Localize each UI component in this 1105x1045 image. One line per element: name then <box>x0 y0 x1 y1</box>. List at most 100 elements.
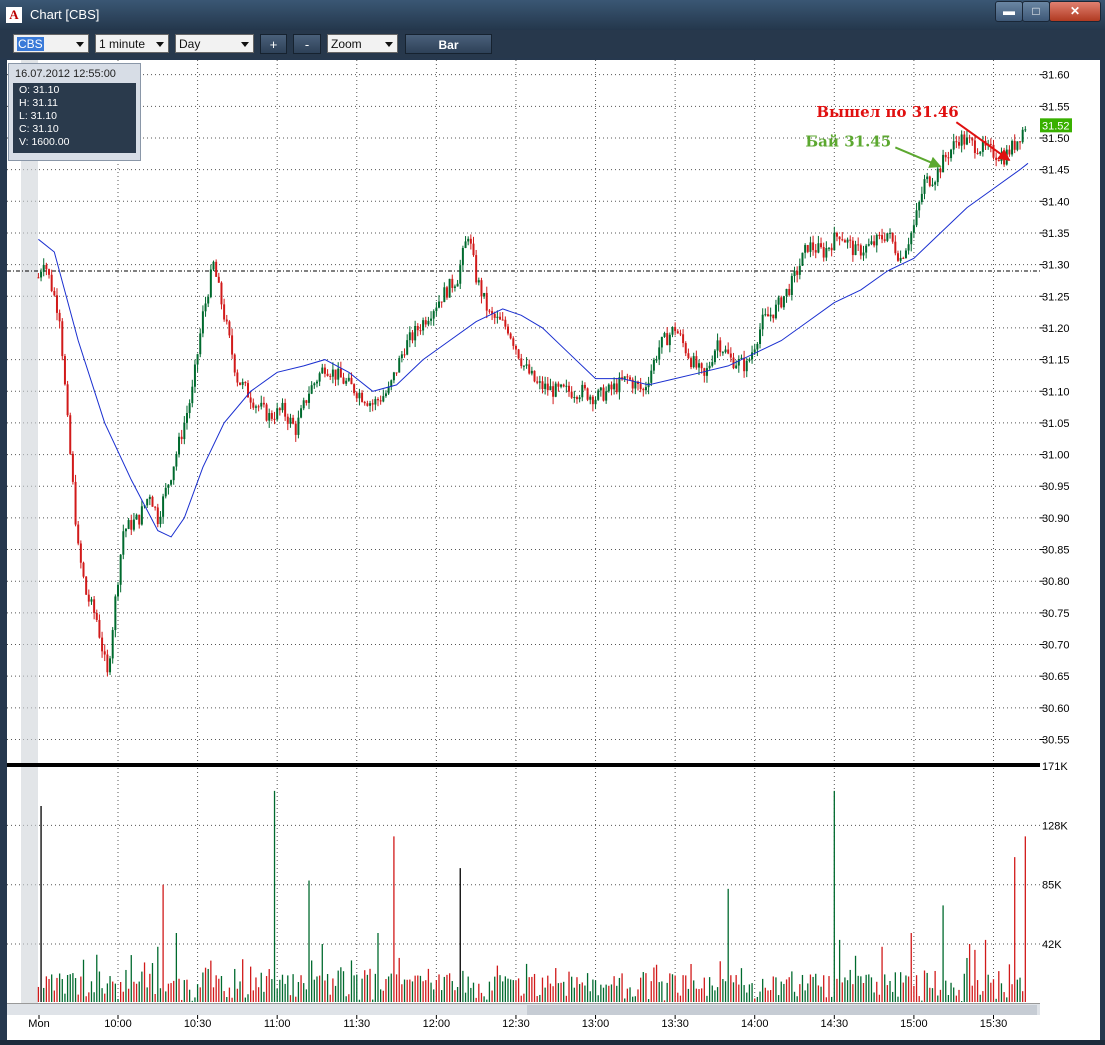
maximize-icon: □ <box>1032 4 1040 18</box>
volume-bars <box>37 790 1026 1002</box>
candle-body <box>270 413 273 419</box>
candle-body <box>544 383 547 390</box>
zoom-in-button[interactable]: + <box>260 34 287 54</box>
candle-body <box>963 134 966 145</box>
candle-body <box>164 487 167 497</box>
candle-body <box>122 531 125 555</box>
candle-body <box>1019 141 1022 143</box>
candle-body <box>475 255 478 283</box>
window-title: Chart [CBS] <box>30 7 100 22</box>
volume-value: V: 1600.00 <box>19 136 70 148</box>
interval-select[interactable]: 1 minute <box>95 34 169 53</box>
maximize-button[interactable]: □ <box>1022 1 1050 22</box>
candle-body <box>85 576 88 595</box>
candle-body <box>241 382 244 385</box>
candle-body <box>774 304 777 319</box>
close-button[interactable]: ✕ <box>1049 1 1101 22</box>
candle-body <box>679 333 682 335</box>
candle-body <box>310 385 313 394</box>
time-tick-label: Mon <box>28 1018 49 1030</box>
candle-body <box>45 264 48 270</box>
title-bar[interactable]: A Chart [CBS] ▬ □ ✕ <box>0 0 1105 30</box>
candle-body <box>944 154 947 158</box>
candle-body <box>695 356 698 368</box>
zoom-select[interactable]: Zoom <box>327 34 398 53</box>
candle-body <box>780 297 783 308</box>
candle-body <box>615 383 618 393</box>
time-tick-label: 12:00 <box>423 1018 451 1030</box>
candle-body <box>912 225 915 233</box>
candle-body <box>644 387 647 391</box>
candle-body <box>835 232 838 237</box>
candle-body <box>753 349 756 353</box>
candle-body <box>175 454 178 467</box>
candle-body <box>631 379 634 389</box>
price-volume-chart[interactable]: Бай 31.45 Вышел по 31.46 <box>7 60 1040 1003</box>
candle-body <box>692 356 695 368</box>
candle-body <box>233 354 236 373</box>
chevron-down-icon[interactable] <box>156 42 164 47</box>
last-price-label: 31.52 <box>1042 120 1070 132</box>
candle-body <box>40 271 43 278</box>
scroll-thumb[interactable] <box>527 1005 1037 1015</box>
price-tick-label: 31.30 <box>1042 260 1070 272</box>
candle-body <box>140 506 143 525</box>
chart-area[interactable]: Бай 31.45 Вышел по 31.46 <box>7 60 1040 1016</box>
candle-body <box>236 372 239 383</box>
time-tick-label: 11:00 <box>264 1018 291 1030</box>
candle-body <box>517 349 520 359</box>
candle-body <box>124 528 127 532</box>
candle-body <box>103 651 106 655</box>
candle-body <box>326 373 329 376</box>
candle-body <box>445 287 448 298</box>
zoom-out-button[interactable]: - <box>293 34 321 54</box>
candle-body <box>188 403 191 414</box>
candle-body <box>700 363 703 369</box>
candle-body <box>997 159 1000 162</box>
candle-body <box>472 243 475 256</box>
price-tick-label: 31.55 <box>1042 101 1070 113</box>
range-select[interactable]: Day <box>175 34 254 53</box>
price-axis[interactable]: 31.60 31.55 31.50 31.45 31.40 31.35 31.30 31.25… <box>1040 60 1100 1040</box>
candle-body <box>207 297 210 304</box>
chart-style-button[interactable]: Bar <box>405 34 492 54</box>
candle-body <box>300 408 303 418</box>
chevron-down-icon[interactable] <box>76 42 84 47</box>
candle-body <box>591 396 594 405</box>
candle-body <box>432 311 435 319</box>
candle-body <box>185 413 188 423</box>
candle-body <box>228 321 231 336</box>
candle-body <box>790 276 793 296</box>
candle-body <box>759 329 762 345</box>
candle-body <box>979 151 982 154</box>
volume-tick-label: 85K <box>1042 880 1062 892</box>
candle-body <box>488 310 491 312</box>
candle-body <box>721 352 724 354</box>
candle-body <box>151 496 154 507</box>
candle-body <box>162 496 165 517</box>
candle-body <box>334 369 337 380</box>
symbol-input[interactable]: CBS <box>13 34 89 53</box>
candle-body <box>292 417 295 424</box>
time-axis-svg: Mon 10:00 10:30 11:00 11:30 12:00 12:30 13:00 13… <box>28 1015 1007 1030</box>
candle-body <box>629 377 632 380</box>
candle-body <box>910 232 913 245</box>
candle-body <box>605 391 608 401</box>
candle-body <box>891 232 894 242</box>
candle-body <box>284 402 287 417</box>
candle-body <box>506 326 509 334</box>
chevron-down-icon[interactable] <box>241 42 249 47</box>
horizontal-scrollbar[interactable] <box>7 1003 1040 1016</box>
candle-body <box>231 335 234 355</box>
chevron-down-icon[interactable] <box>385 42 393 47</box>
candle-body <box>183 422 186 440</box>
candle-body <box>849 239 852 241</box>
candle-body <box>751 352 754 360</box>
candle-body <box>833 232 836 251</box>
minimize-button[interactable]: ▬ <box>995 1 1023 22</box>
candle-body <box>960 134 963 146</box>
candle-body <box>148 496 151 500</box>
annotations: Бай 31.45 Вышел по 31.46 <box>805 103 1011 168</box>
price-tick-label: 31.05 <box>1042 418 1070 430</box>
price-tick-label: 31.15 <box>1042 355 1070 367</box>
